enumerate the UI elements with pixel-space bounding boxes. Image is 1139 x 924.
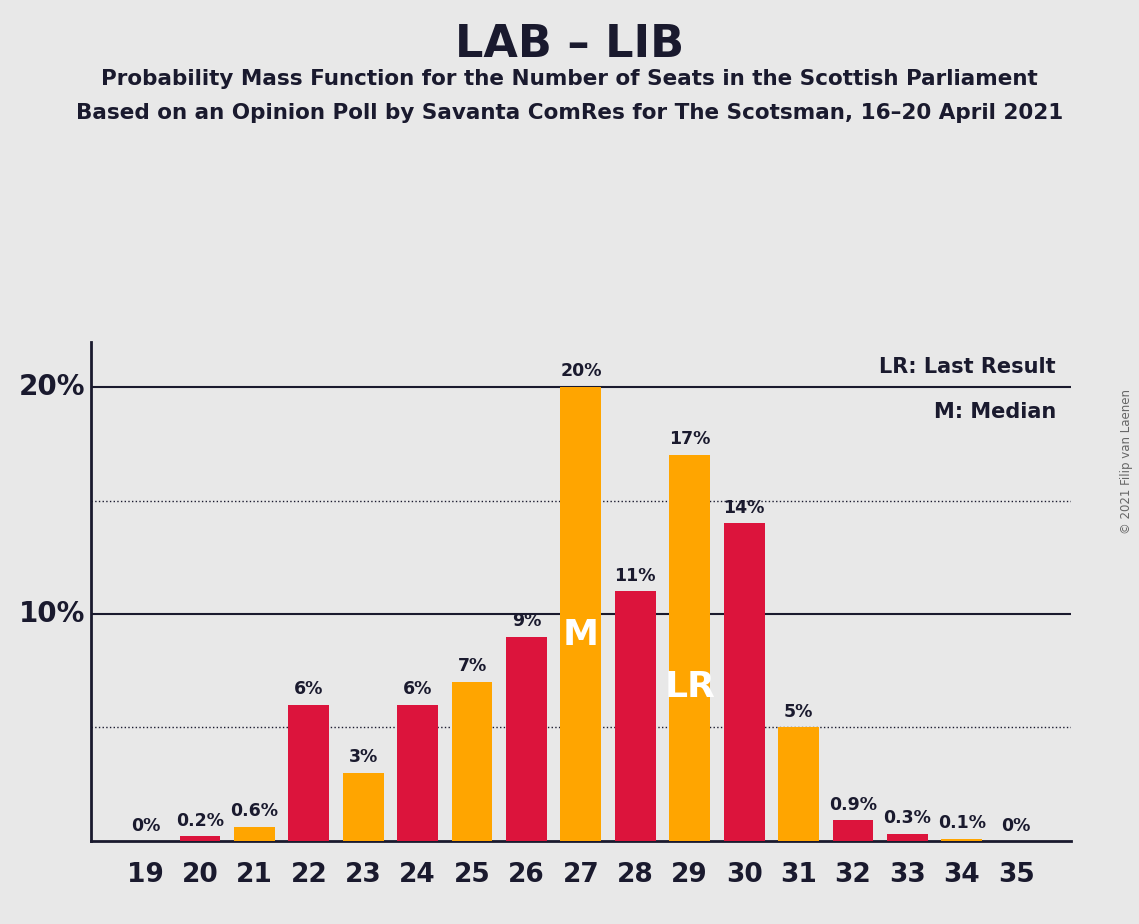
Bar — [887, 834, 928, 841]
Bar — [615, 591, 656, 841]
Text: 7%: 7% — [458, 657, 486, 675]
Bar — [560, 387, 601, 841]
Bar — [288, 705, 329, 841]
Bar — [398, 705, 439, 841]
Text: 6%: 6% — [403, 680, 433, 698]
Bar — [670, 456, 710, 841]
Text: 6%: 6% — [294, 680, 323, 698]
Text: 0.3%: 0.3% — [884, 809, 932, 827]
Bar — [778, 727, 819, 841]
Text: 5%: 5% — [784, 702, 813, 721]
Text: 0.9%: 0.9% — [829, 796, 877, 814]
Bar — [233, 827, 274, 841]
Text: 0.6%: 0.6% — [230, 802, 278, 821]
Text: 11%: 11% — [615, 566, 656, 585]
Text: LR: LR — [664, 670, 715, 703]
Bar — [452, 682, 492, 841]
Bar — [723, 523, 764, 841]
Bar — [506, 637, 547, 841]
Bar — [343, 772, 384, 841]
Text: LAB – LIB: LAB – LIB — [454, 23, 685, 67]
Text: 0%: 0% — [131, 817, 161, 835]
Text: 10%: 10% — [19, 600, 85, 628]
Text: 17%: 17% — [669, 431, 711, 448]
Text: 0.2%: 0.2% — [175, 811, 224, 830]
Bar — [833, 821, 874, 841]
Text: Based on an Opinion Poll by Savanta ComRes for The Scotsman, 16–20 April 2021: Based on an Opinion Poll by Savanta ComR… — [76, 103, 1063, 124]
Text: © 2021 Filip van Laenen: © 2021 Filip van Laenen — [1121, 390, 1133, 534]
Text: 9%: 9% — [511, 612, 541, 630]
Text: 14%: 14% — [723, 499, 764, 517]
Text: 0.1%: 0.1% — [937, 814, 986, 832]
Text: 3%: 3% — [349, 748, 378, 766]
Text: Probability Mass Function for the Number of Seats in the Scottish Parliament: Probability Mass Function for the Number… — [101, 69, 1038, 90]
Bar — [180, 836, 220, 841]
Text: M: M — [563, 617, 599, 651]
Bar — [942, 839, 982, 841]
Text: 20%: 20% — [560, 362, 601, 381]
Text: 0%: 0% — [1001, 817, 1031, 835]
Text: LR: Last Result: LR: Last Result — [879, 357, 1056, 377]
Text: M: Median: M: Median — [934, 402, 1056, 421]
Text: 20%: 20% — [19, 373, 85, 401]
